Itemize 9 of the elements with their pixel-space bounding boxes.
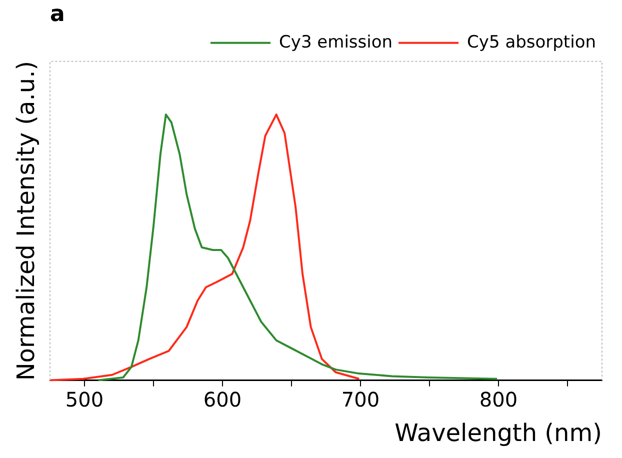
legend-label: Cy3 emission [279,32,393,52]
x-tick-label: 500 [65,387,104,412]
x-tick-label: 700 [341,387,380,412]
x-tick-label: 600 [203,387,242,412]
chart-title: a [50,2,65,27]
y-axis-title: Normalized Intensity (a.u.) [12,60,40,381]
legend-label: Cy5 absorption [467,32,596,52]
x-axis-title: Wavelength (nm) [394,418,602,447]
x-tick-label: 800 [479,387,518,412]
